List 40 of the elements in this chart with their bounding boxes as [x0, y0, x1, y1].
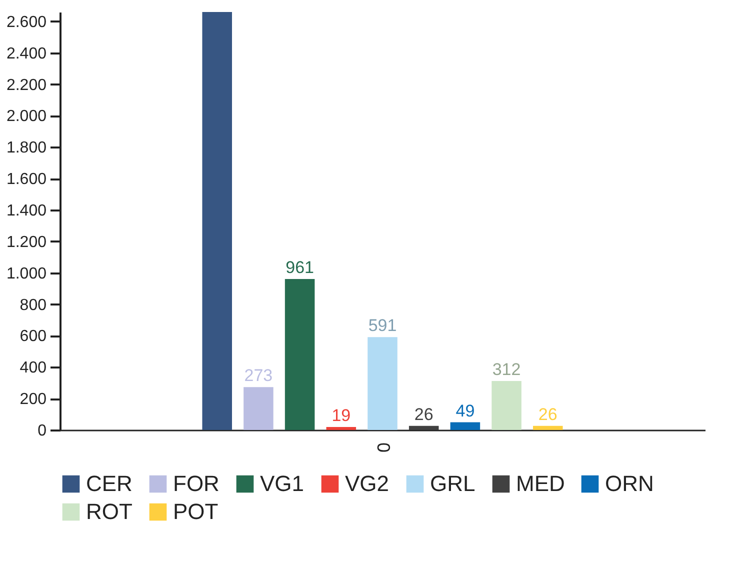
data-label: 591 — [368, 316, 397, 336]
data-label: 26 — [538, 404, 558, 424]
legend-label: FOR — [173, 471, 220, 496]
legend-label: MED — [516, 471, 565, 496]
legend-label: CER — [86, 471, 132, 496]
bar — [408, 426, 439, 430]
bar — [368, 337, 398, 430]
data-label: 312 — [492, 360, 521, 379]
y-tick-label: 200 — [20, 391, 47, 408]
bar — [450, 422, 480, 430]
data-label: 26 — [414, 404, 434, 424]
y-tick-label: 2.600 — [6, 14, 47, 31]
legend-label: POT — [173, 499, 218, 524]
y-tick-label: 1.400 — [6, 202, 47, 220]
bar — [202, 12, 232, 430]
legend-label: ROT — [86, 499, 132, 524]
data-label: 273 — [244, 366, 273, 386]
y-tick-label: 1.200 — [6, 234, 47, 251]
legend-label: VG2 — [345, 471, 390, 496]
y-tick-label: 2.400 — [6, 45, 47, 62]
bar — [533, 426, 563, 430]
data-label: 961 — [286, 258, 314, 277]
legend-label: VG1 — [260, 471, 304, 496]
y-tick-label: 2.200 — [6, 76, 47, 94]
y-tick-label: 1.600 — [6, 171, 47, 188]
y-tick-label: 400 — [20, 360, 47, 377]
y-tick-label: 1.800 — [6, 140, 47, 157]
bar — [492, 380, 522, 430]
y-tick-label: 600 — [20, 328, 47, 346]
legend-label: ORN — [605, 471, 654, 496]
data-label: 19 — [332, 406, 351, 426]
bar — [244, 387, 274, 430]
legend-label: GRL — [430, 471, 476, 496]
y-tick-label: 2.000 — [6, 108, 47, 126]
bar — [284, 278, 315, 430]
data-label: 49 — [456, 401, 475, 420]
y-tick-label: 800 — [20, 296, 47, 314]
y-tick-label: 1.000 — [6, 265, 47, 282]
bar — [326, 427, 356, 430]
y-tick-label: 0 — [38, 422, 47, 440]
